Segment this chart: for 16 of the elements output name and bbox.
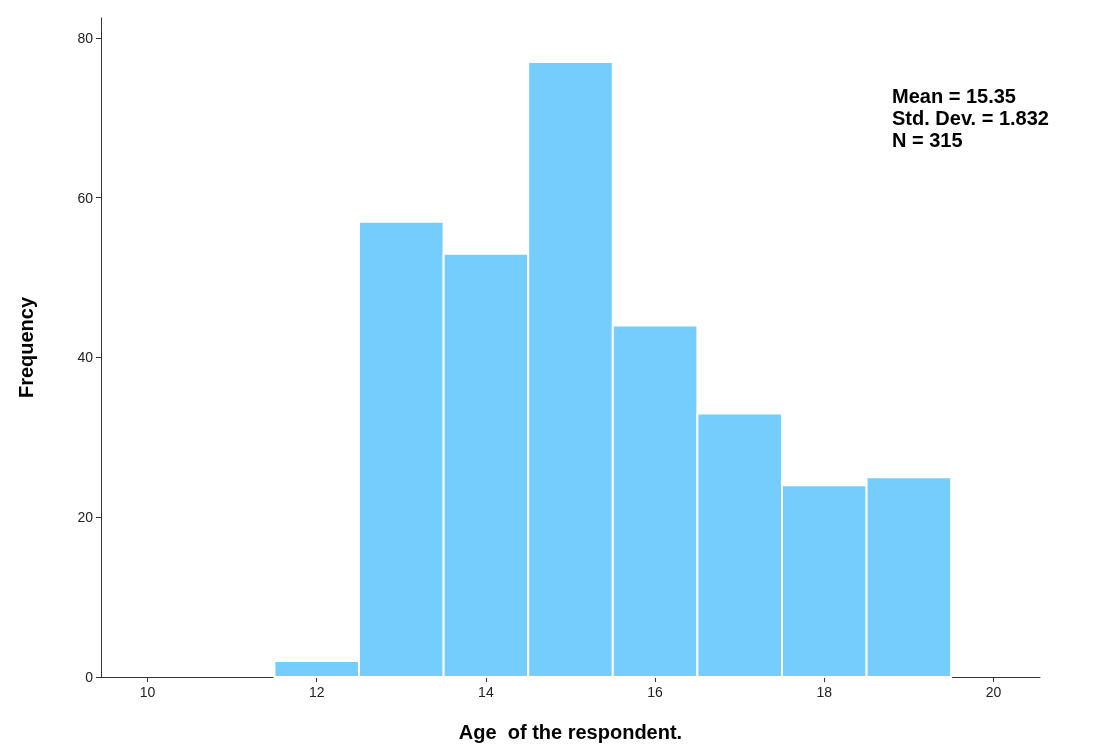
x-axis-title: Age of the respondent.	[458, 721, 683, 743]
annotation: N = 315	[892, 129, 963, 151]
y-tick-label: 80	[77, 29, 94, 46]
y-tick-label: 20	[77, 509, 94, 526]
annotation: Mean = 15.35	[892, 85, 1016, 107]
x-tick-label: 10	[139, 684, 156, 700]
x-tick-label: 16	[647, 684, 664, 700]
annotation: Std. Dev. = 1.832	[892, 107, 1049, 129]
x-tick-label: 18	[816, 684, 833, 700]
y-tick-label: 40	[77, 349, 94, 366]
y-tick-label: 0	[85, 669, 94, 685]
y-axis-title: Frequency	[15, 296, 37, 399]
y-tick-label: 60	[77, 189, 94, 206]
x-tick-label: 20	[985, 684, 1002, 700]
x-tick-label: 14	[478, 684, 494, 700]
x-tick-label: 12	[308, 684, 325, 700]
